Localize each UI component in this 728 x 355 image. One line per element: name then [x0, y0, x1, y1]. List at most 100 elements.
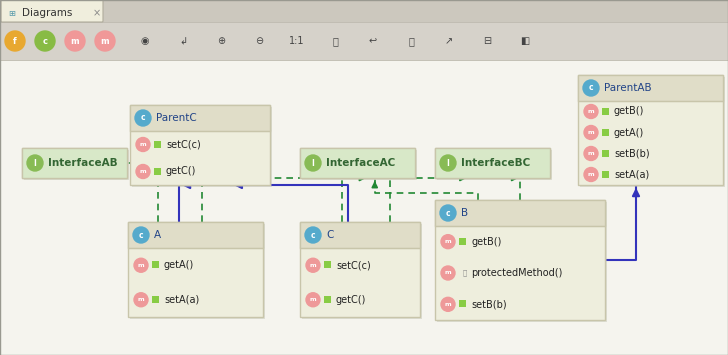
Bar	[580, 77, 725, 187]
Text: ⊟: ⊟	[483, 36, 491, 46]
Text: c: c	[311, 230, 315, 240]
Text: C: C	[326, 230, 333, 240]
Text: I: I	[446, 158, 449, 168]
Text: I: I	[33, 158, 36, 168]
Circle shape	[584, 104, 598, 119]
Text: B: B	[461, 208, 468, 218]
Text: m: m	[445, 271, 451, 275]
Bar	[435, 148, 550, 178]
Text: m: m	[309, 263, 316, 268]
Bar	[302, 150, 417, 180]
Text: f: f	[13, 37, 17, 45]
Bar	[300, 148, 415, 178]
Text: ↩: ↩	[369, 36, 377, 46]
Text: ↗: ↗	[445, 36, 453, 46]
Bar	[128, 222, 263, 248]
Circle shape	[583, 80, 599, 96]
Circle shape	[133, 227, 149, 243]
Bar	[152, 296, 159, 303]
Bar	[130, 224, 265, 319]
Text: setC(c): setC(c)	[336, 260, 371, 270]
Bar	[435, 148, 550, 178]
Text: c: c	[141, 114, 146, 122]
FancyBboxPatch shape	[1, 0, 103, 22]
Circle shape	[136, 164, 150, 179]
Circle shape	[306, 293, 320, 307]
Text: m: m	[445, 302, 451, 307]
Text: getC(): getC()	[336, 295, 366, 305]
Circle shape	[65, 31, 85, 51]
Circle shape	[134, 293, 148, 307]
Text: protectedMethod(): protectedMethod()	[471, 268, 562, 278]
Text: ◧: ◧	[521, 36, 530, 46]
Bar	[459, 237, 466, 245]
Bar	[602, 170, 609, 178]
Text: m: m	[140, 169, 146, 174]
Circle shape	[136, 137, 150, 152]
Circle shape	[305, 155, 321, 171]
Circle shape	[441, 266, 455, 280]
Text: ParentAB: ParentAB	[604, 83, 652, 93]
Text: ◉: ◉	[141, 36, 149, 46]
Text: m: m	[138, 297, 144, 302]
Bar	[24, 150, 129, 180]
Text: ParentC: ParentC	[156, 113, 197, 123]
Text: m: m	[587, 172, 594, 177]
Text: setB(b): setB(b)	[614, 148, 649, 158]
Bar	[154, 168, 161, 175]
Circle shape	[440, 205, 456, 221]
Bar	[300, 148, 415, 178]
Bar	[437, 202, 607, 322]
Text: Diagrams: Diagrams	[22, 8, 72, 18]
Text: m: m	[309, 297, 316, 302]
Bar	[578, 75, 723, 185]
Text: A: A	[154, 230, 161, 240]
Text: getB(): getB()	[614, 106, 644, 116]
Text: ↲: ↲	[179, 36, 187, 46]
Bar	[602, 129, 609, 136]
Text: 1:1: 1:1	[289, 36, 305, 46]
Circle shape	[441, 235, 455, 248]
Bar	[128, 222, 263, 317]
Text: m: m	[587, 130, 594, 135]
Text: m: m	[587, 109, 594, 114]
Bar	[578, 75, 723, 101]
Circle shape	[134, 258, 148, 272]
Text: c: c	[42, 37, 47, 45]
Bar	[130, 105, 270, 131]
Text: ⊖: ⊖	[255, 36, 263, 46]
Circle shape	[27, 155, 43, 171]
Bar	[302, 224, 422, 319]
Text: InterfaceBC: InterfaceBC	[461, 158, 530, 168]
Text: m: m	[445, 239, 451, 244]
Text: getC(): getC()	[166, 166, 197, 176]
Bar	[22, 148, 127, 178]
Text: m: m	[100, 37, 109, 45]
Bar	[602, 149, 609, 157]
Circle shape	[584, 126, 598, 140]
Text: ⬜: ⬜	[332, 36, 338, 46]
Text: InterfaceAB: InterfaceAB	[48, 158, 118, 168]
Text: 🔑: 🔑	[463, 270, 467, 276]
Circle shape	[440, 155, 456, 171]
Text: getA(): getA()	[164, 260, 194, 270]
Bar	[435, 200, 605, 320]
Circle shape	[135, 110, 151, 126]
Bar	[300, 222, 420, 248]
Circle shape	[584, 147, 598, 160]
Text: ⊕: ⊕	[217, 36, 225, 46]
Circle shape	[306, 258, 320, 272]
Text: getB(): getB()	[471, 237, 502, 247]
Bar	[324, 296, 331, 303]
Text: setB(b): setB(b)	[471, 299, 507, 309]
Circle shape	[35, 31, 55, 51]
Text: ⊞: ⊞	[9, 9, 15, 17]
Circle shape	[305, 227, 321, 243]
Bar	[154, 141, 161, 147]
Text: I: I	[312, 158, 314, 168]
Text: m: m	[138, 263, 144, 268]
Bar	[22, 148, 127, 178]
Text: setC(c): setC(c)	[166, 140, 201, 149]
Bar	[300, 222, 420, 317]
Text: ⬜: ⬜	[408, 36, 414, 46]
